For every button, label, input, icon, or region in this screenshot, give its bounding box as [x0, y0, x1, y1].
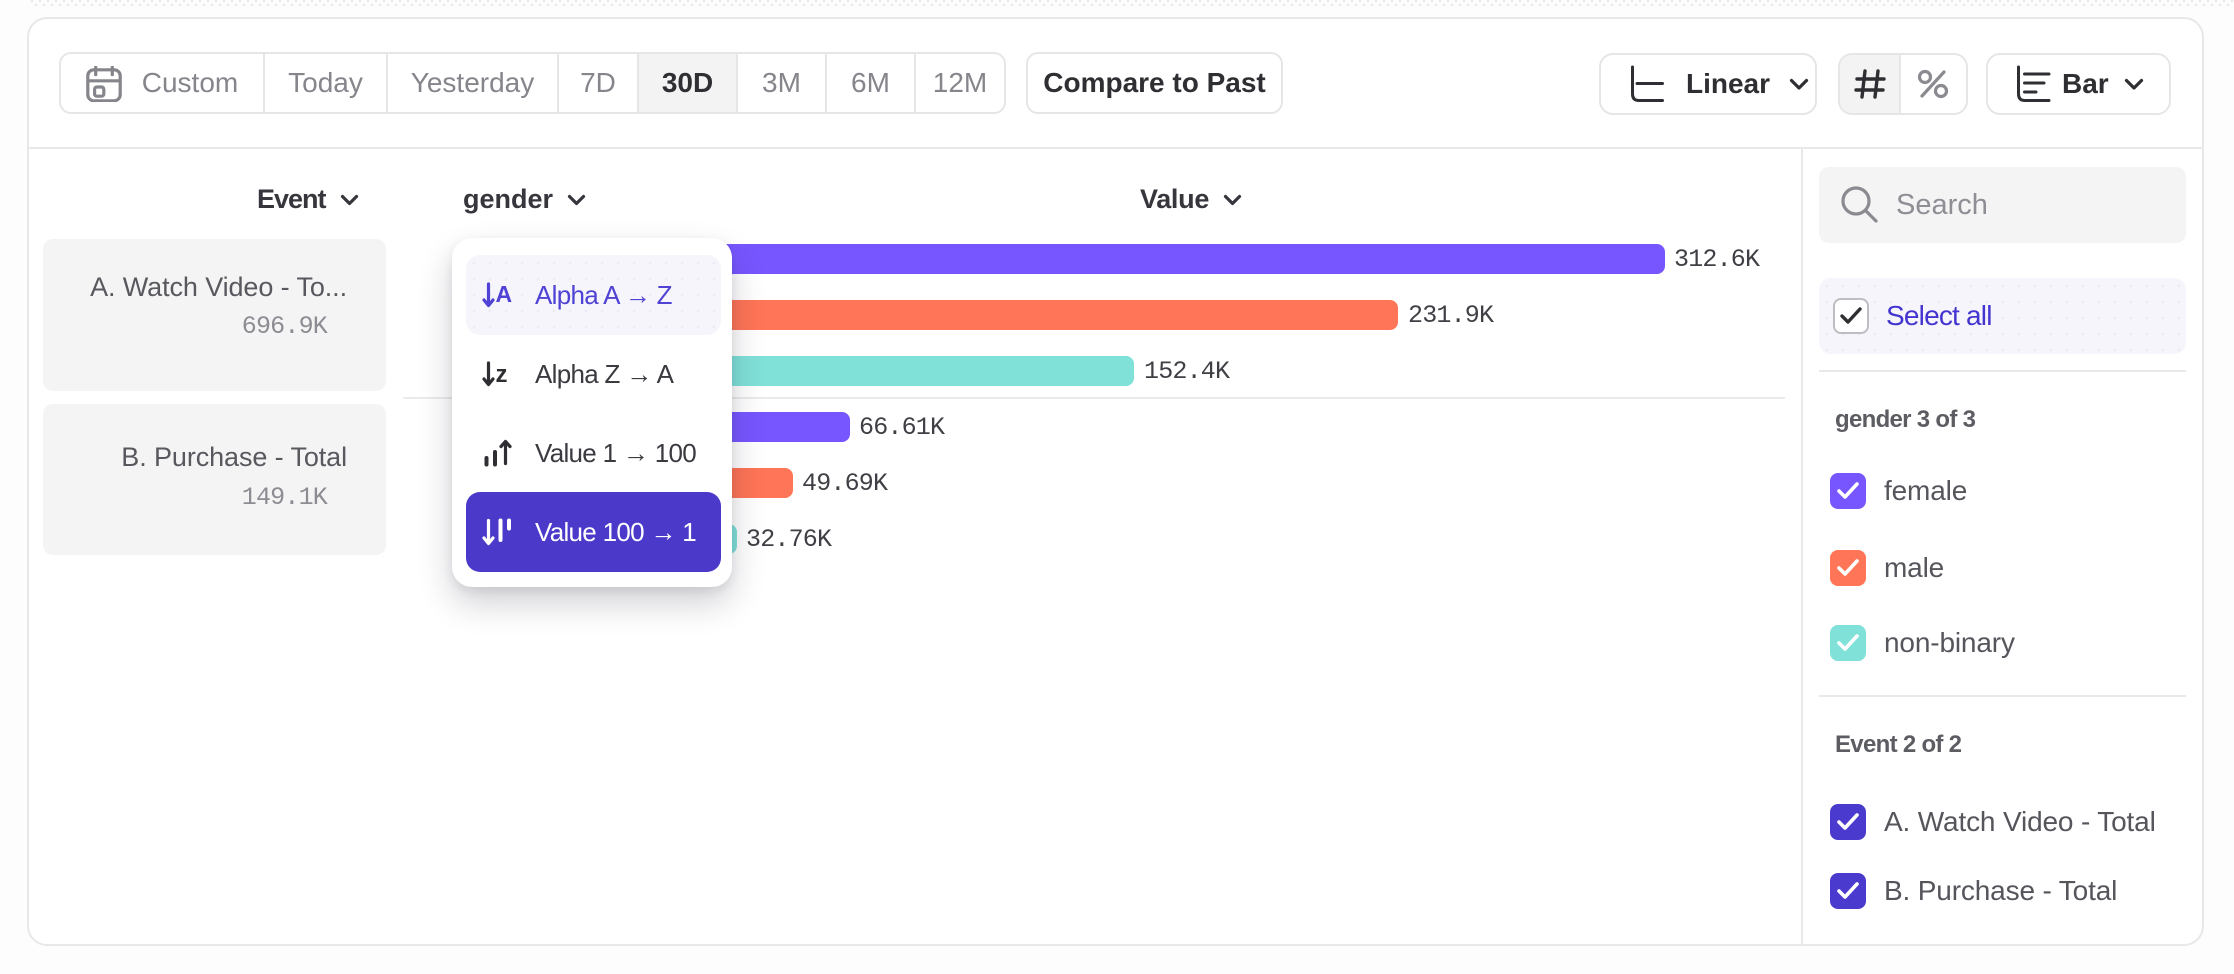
- svg-text:A: A: [496, 281, 512, 307]
- svg-text:z: z: [496, 361, 508, 388]
